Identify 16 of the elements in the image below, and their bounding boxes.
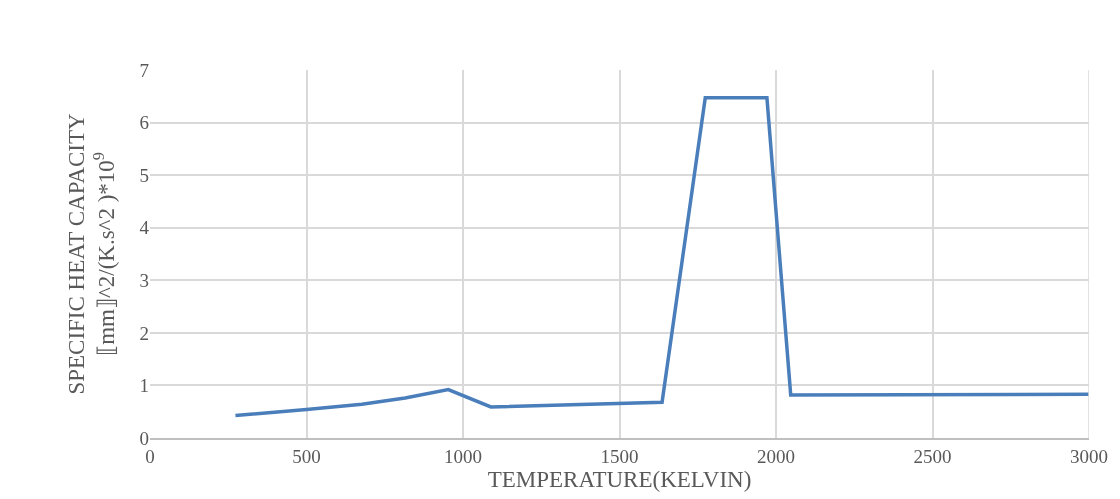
y-tick-label: 5: [139, 164, 149, 186]
y-tick-label: 1: [139, 375, 149, 397]
x-axis-title: TEMPERATURE(KELVIN): [487, 466, 752, 492]
y-tick-label: 2: [139, 322, 149, 344]
x-tick-label: 1500: [600, 445, 639, 467]
x-tick-label: 1000: [444, 445, 482, 467]
y-tick-label: 4: [139, 217, 150, 239]
x-tick-label: 2000: [757, 445, 795, 467]
x-tick-label: 500: [292, 445, 321, 467]
line-series: [233, 96, 1089, 418]
y-tick-label: 3: [139, 269, 149, 291]
y-tick-label: 6: [139, 112, 149, 134]
y-tick-label: 0: [139, 427, 149, 449]
y-tick-label: 7: [139, 59, 149, 81]
x-tick-label: 2500: [913, 445, 952, 467]
x-tick-label: 3000: [1070, 445, 1108, 467]
